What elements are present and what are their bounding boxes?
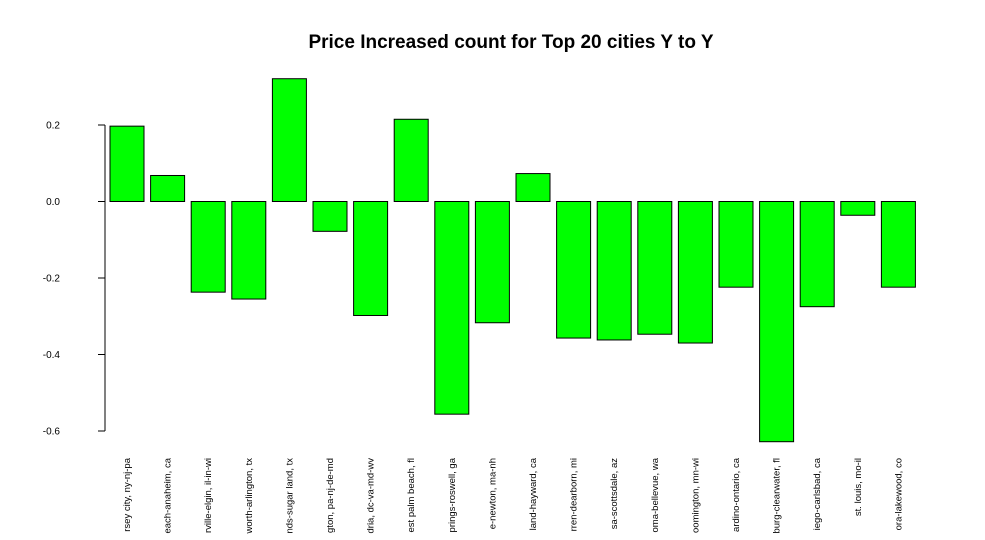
x-category-label: rville-elgin, il-in-wi	[203, 458, 214, 533]
bar	[231, 201, 267, 300]
x-category-label: worth-arlington, tx	[244, 458, 255, 535]
x-category-label: sa-scottsdale, az	[609, 458, 620, 530]
x-category-label: oomington, mn-wi	[690, 458, 701, 533]
bar	[596, 201, 632, 341]
y-tick-label: -0.4	[43, 350, 61, 361]
bar	[677, 201, 713, 344]
bar	[556, 201, 592, 339]
y-tick-label: -0.2	[43, 274, 61, 285]
bar	[840, 201, 876, 216]
x-category-label: st. louis, mo-il	[853, 458, 864, 516]
bar	[515, 173, 551, 202]
x-category-label: ora-lakewood, co	[893, 458, 904, 530]
bar	[799, 201, 835, 308]
x-category-label: land-hayward, ca	[528, 457, 539, 530]
bar	[880, 201, 916, 288]
x-category-label: e-newton, ma-nh	[487, 458, 498, 529]
bar	[353, 201, 389, 316]
bar	[150, 174, 186, 203]
x-category-label: iego-carlsbad, ca	[812, 457, 823, 530]
chart-title: Price Increased count for Top 20 cities …	[308, 32, 713, 53]
y-tick-label: -0.6	[43, 427, 61, 438]
bar	[109, 125, 145, 202]
bars-group	[109, 78, 916, 443]
bar	[759, 201, 795, 443]
bar	[474, 201, 510, 324]
bar	[434, 201, 470, 415]
x-category-label: prings-roswell, ga	[447, 457, 458, 532]
x-category-label: nds-sugar land, tx	[284, 458, 295, 534]
bar	[393, 118, 429, 202]
x-category-label: rren-dearborn, mi	[569, 458, 580, 531]
bar	[718, 201, 754, 288]
x-axis-labels: rsey city, ny-nj-pa each-anaheim, ca rvill…	[122, 457, 904, 534]
x-category-label: rsey city, ny-nj-pa	[122, 457, 133, 531]
x-category-label: burg-clearwater, fl	[772, 458, 783, 534]
y-tick-label: 0.0	[46, 197, 60, 208]
x-category-label: dria, dc-va-md-wv	[366, 458, 377, 534]
x-category-label: ardino-ontario, ca	[731, 457, 742, 532]
x-category-label: each-anaheim, ca	[163, 457, 174, 533]
x-category-label: est palm beach, fl	[406, 458, 417, 532]
bar	[271, 78, 307, 202]
x-category-label: gton, pa-nj-de-md	[325, 458, 336, 533]
bar	[190, 201, 226, 293]
y-axis: 0.2 0.0 -0.2 -0.4 -0.6	[43, 121, 106, 438]
bar	[637, 201, 673, 335]
bar	[312, 201, 348, 232]
x-category-label: oma-bellevue, wa	[650, 457, 661, 532]
y-tick-label: 0.2	[46, 121, 60, 132]
